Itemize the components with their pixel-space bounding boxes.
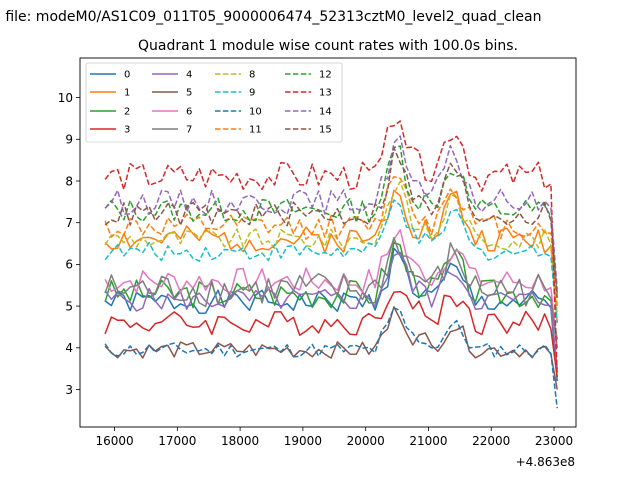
series-line-0: [104, 247, 558, 382]
y-tick-label: 9: [65, 133, 73, 147]
y-tick-label: 5: [65, 299, 73, 313]
legend-label-7: 7: [186, 125, 192, 136]
legend-label-11: 11: [249, 125, 262, 136]
series-line-5: [104, 306, 558, 390]
legend-label-0: 0: [124, 70, 130, 81]
legend-label-5: 5: [186, 88, 192, 99]
legend-label-13: 13: [319, 88, 332, 99]
legend-box: [85, 62, 343, 143]
x-tick-label: 20000: [347, 434, 385, 448]
series-line-12: [104, 145, 558, 294]
series-line-8: [104, 180, 558, 315]
legend-label-14: 14: [319, 107, 332, 118]
series-line-14: [104, 135, 558, 290]
series-line-3: [104, 290, 558, 378]
y-tick-label: 10: [58, 91, 73, 105]
legend-label-10: 10: [249, 107, 262, 118]
y-tick-label: 6: [65, 258, 73, 272]
x-axis: 16000 17000 18000 19000 20000 21000 22000 23000: [95, 427, 573, 448]
x-offset-label: +4.863e8: [516, 455, 575, 469]
series-line-9: [104, 199, 558, 323]
legend-label-9: 9: [249, 88, 255, 99]
legend-label-3: 3: [124, 125, 130, 136]
y-axis: 3 4 5 6 7 8 9 10: [58, 91, 80, 397]
x-tick-label: 23000: [535, 434, 573, 448]
x-tick-label: 21000: [409, 434, 447, 448]
y-tick-label: 7: [65, 216, 73, 230]
x-tick-label: 16000: [95, 434, 133, 448]
x-tick-label: 18000: [221, 434, 259, 448]
x-tick-label: 17000: [158, 434, 196, 448]
legend-label-1: 1: [124, 88, 130, 99]
x-tick-label: 22000: [472, 434, 510, 448]
series-line-15: [104, 146, 558, 298]
legend-label-8: 8: [249, 70, 255, 81]
legend-label-2: 2: [124, 107, 130, 118]
series-line-6: [104, 229, 558, 348]
series-line-10: [104, 307, 558, 409]
series-line-2: [104, 241, 558, 340]
series-group: [104, 120, 558, 409]
series-line-13: [104, 120, 558, 378]
legend-label-6: 6: [186, 107, 192, 118]
y-tick-label: 3: [65, 383, 73, 397]
plot-frame: [79, 57, 577, 428]
legend-label-15: 15: [319, 125, 332, 136]
y-tick-label: 8: [65, 174, 73, 188]
legend-label-12: 12: [319, 70, 332, 81]
chart-title: Quadrant 1 module wise count rates with …: [138, 38, 518, 54]
x-tick-label: 19000: [284, 434, 322, 448]
y-tick-label: 4: [65, 341, 73, 355]
chart-suptitle: n file: modeM0/AS1C09_011T05_9000006474_…: [0, 9, 541, 25]
legend-label-4: 4: [186, 70, 192, 81]
series-line-1: [104, 189, 558, 323]
series-line-7: [104, 236, 558, 348]
